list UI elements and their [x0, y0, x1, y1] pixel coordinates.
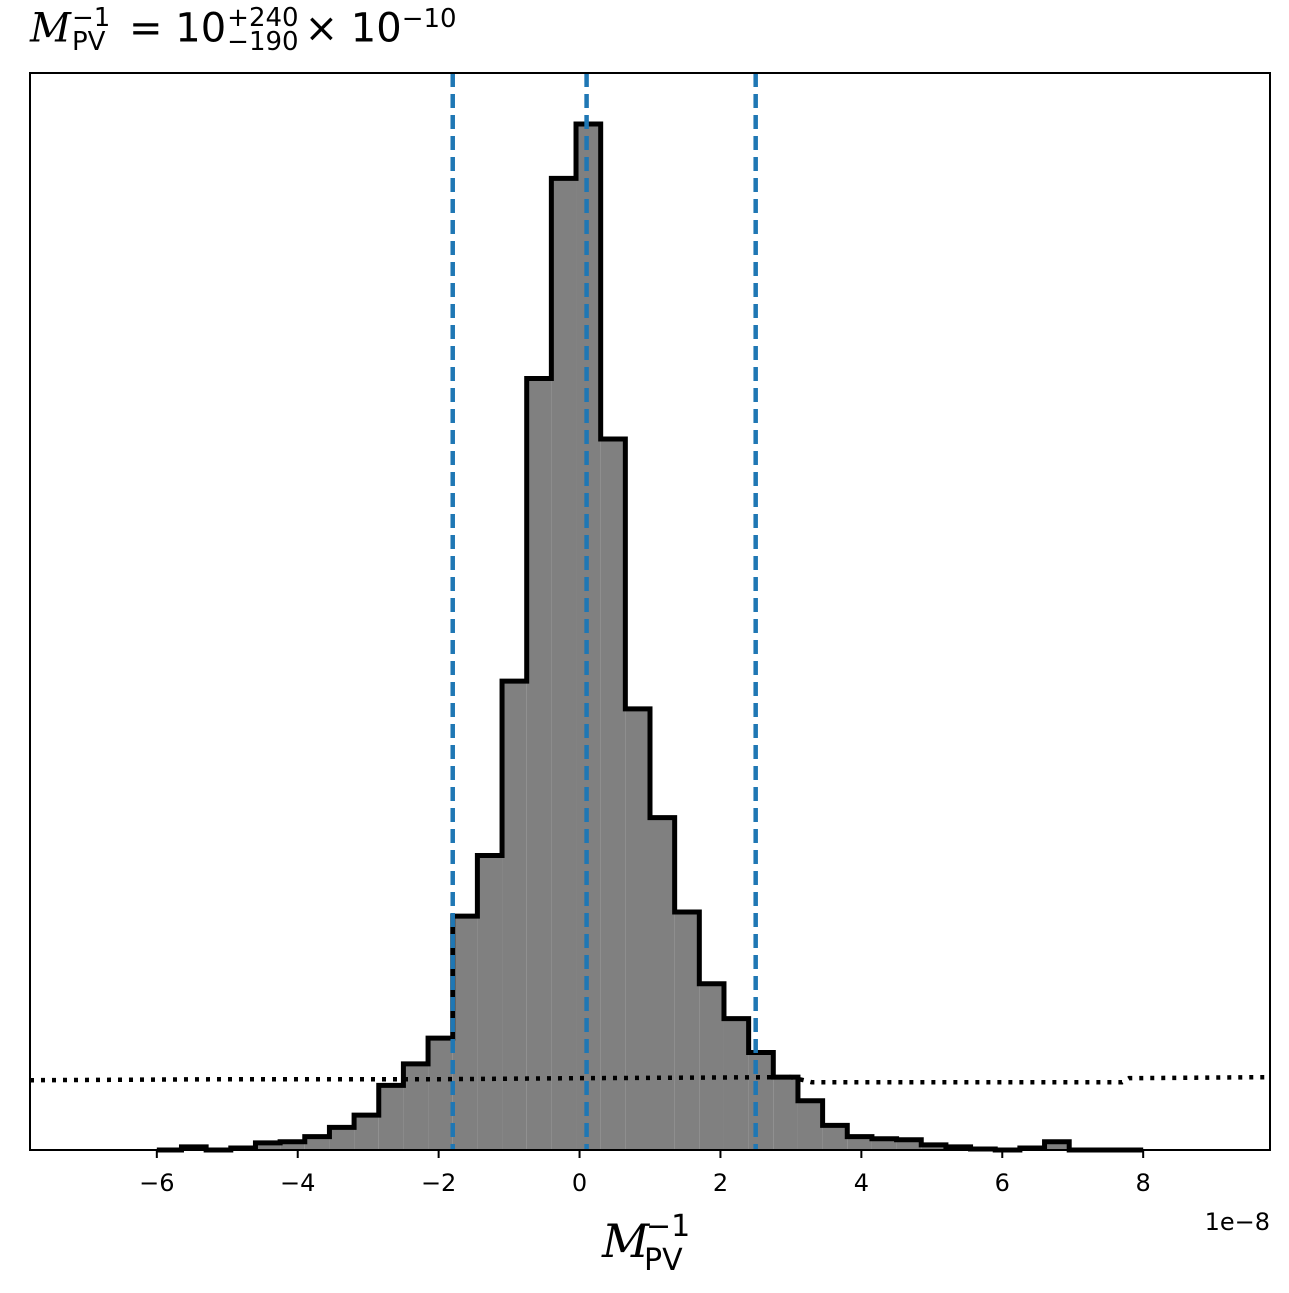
- plot-frame: [29, 72, 1271, 1151]
- title-equals: = 10: [129, 5, 227, 52]
- x-axis-ticks: −6 −4 −2 0 2 4 6 8: [139, 1150, 1151, 1197]
- x-tick-label: 8: [1136, 1169, 1151, 1197]
- title-suffix: × 10: [304, 5, 402, 52]
- histogram-bar: [773, 1077, 798, 1150]
- title-lower: −190: [227, 27, 299, 58]
- histogram-bar: [723, 1018, 749, 1150]
- x-tick-label: 4: [854, 1169, 869, 1197]
- histogram-bar: [797, 1100, 823, 1150]
- title-upper: +240: [227, 3, 299, 34]
- histogram-bar: [1044, 1141, 1070, 1150]
- histogram-bar: [847, 1136, 872, 1150]
- histogram-bar: [650, 817, 675, 1150]
- histogram-bar: [871, 1138, 897, 1150]
- histogram-bar: [452, 916, 478, 1150]
- prior-line-layer: [29, 1074, 1271, 1085]
- title-bounds: +240 −190: [227, 3, 299, 58]
- histogram-bar: [304, 1136, 330, 1150]
- histogram-bar: [403, 1063, 429, 1150]
- histogram-bar: [378, 1085, 404, 1150]
- title-suffix-exp: −10: [401, 4, 457, 34]
- histogram-bar: [921, 1144, 946, 1150]
- histogram-bar: [502, 681, 527, 1150]
- histogram-bar: [600, 438, 626, 1150]
- prior-dotted-line: [29, 1074, 1271, 1085]
- x-tick-label: −6: [139, 1169, 174, 1197]
- x-axis-label: M −1 PV: [601, 1209, 690, 1278]
- histogram-bar: [896, 1139, 922, 1150]
- x-tick-label: −4: [280, 1169, 315, 1197]
- quantile-lines-layer: [450, 73, 758, 1150]
- histogram-bar: [354, 1115, 379, 1150]
- histogram-layer: [156, 121, 1144, 1153]
- histogram-bar: [576, 124, 601, 1150]
- histogram-bar: [255, 1142, 281, 1150]
- x-tick-label: 0: [572, 1169, 587, 1197]
- histogram-bar: [699, 983, 724, 1150]
- x-tick-label: 2: [713, 1169, 728, 1197]
- title-subscript: PV: [71, 27, 106, 58]
- x-tick-label: −2: [421, 1169, 456, 1197]
- xlabel-subscript: PV: [644, 1243, 683, 1278]
- x-tick-label: 6: [995, 1169, 1010, 1197]
- xlabel-symbol: M: [601, 1214, 651, 1268]
- histogram-bar: [674, 911, 700, 1150]
- histogram-bar: [526, 378, 552, 1150]
- title-symbol: M: [30, 5, 71, 52]
- histogram-bar: [625, 708, 650, 1150]
- histogram-bar: [329, 1127, 355, 1150]
- histogram-outline: [156, 121, 1144, 1153]
- histogram-bar: [748, 1052, 774, 1150]
- histogram-bar: [280, 1141, 305, 1150]
- histogram-bar: [551, 178, 577, 1151]
- histogram-bar: [822, 1125, 848, 1150]
- histogram-bar: [428, 1038, 453, 1150]
- chart-title: M −1 PV = 10 +240 −190 × 10−10: [30, 3, 457, 58]
- title-sup-sub: −1 PV: [71, 3, 111, 58]
- title-superscript: −1: [71, 3, 111, 34]
- xlabel-superscript: −1: [646, 1209, 690, 1244]
- histogram-bar: [477, 855, 503, 1150]
- x-offset-label: 1e−8: [1205, 1208, 1270, 1236]
